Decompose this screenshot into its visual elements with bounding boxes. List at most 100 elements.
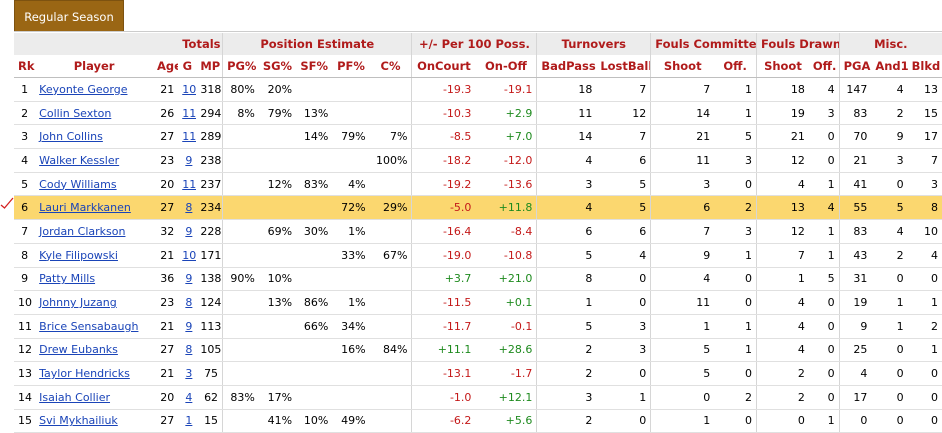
games-link[interactable]: 8 bbox=[185, 201, 193, 215]
games-link[interactable]: 11 bbox=[182, 130, 197, 144]
cell-fd_off: 1 bbox=[808, 219, 840, 244]
player-link[interactable]: Jordan Clarkson bbox=[39, 224, 126, 238]
cell-g: 11 bbox=[178, 172, 197, 197]
column-header-oncourt-10[interactable]: OnCourt bbox=[411, 55, 476, 78]
cell-pf: 1% bbox=[332, 290, 370, 315]
cell-onoff: -1.7 bbox=[475, 361, 537, 386]
player-link[interactable]: Johnny Juzang bbox=[39, 296, 117, 310]
player-link[interactable]: Collin Sexton bbox=[39, 106, 112, 120]
cell-player: Taylor Hendricks bbox=[35, 361, 154, 386]
column-header-off-15[interactable]: Off. bbox=[714, 55, 757, 78]
cell-age: 21 bbox=[153, 243, 179, 268]
cell-rk: 13 bbox=[14, 361, 36, 386]
player-link[interactable]: Taylor Hendricks bbox=[39, 367, 130, 381]
stats-table: Totals Position Estimate +/- Per 100 Pos… bbox=[14, 33, 942, 433]
games-link[interactable]: 10 bbox=[182, 82, 197, 96]
games-link[interactable]: 1 bbox=[185, 414, 193, 428]
cell-fc_off: 0 bbox=[714, 290, 757, 315]
cell-lostball: 5 bbox=[596, 172, 651, 197]
cell-lostball: 3 bbox=[596, 314, 651, 339]
games-link[interactable]: 10 bbox=[182, 248, 197, 262]
cell-oncourt: -18.2 bbox=[411, 148, 476, 173]
player-link[interactable]: Lauri Markkanen bbox=[39, 201, 131, 215]
column-header-g-3[interactable]: G bbox=[178, 55, 197, 78]
player-link[interactable]: Isaiah Collier bbox=[39, 390, 111, 404]
games-link[interactable]: 4 bbox=[185, 390, 193, 404]
games-link[interactable]: 9 bbox=[185, 272, 193, 286]
cell-badpass: 11 bbox=[536, 101, 597, 126]
cell-pf: 1% bbox=[332, 219, 370, 244]
player-link[interactable]: Keyonte George bbox=[39, 82, 128, 96]
player-link[interactable]: Brice Sensabaugh bbox=[39, 319, 139, 333]
player-link[interactable]: John Collins bbox=[39, 130, 103, 144]
column-header-on-off-11[interactable]: On-Off bbox=[475, 55, 537, 78]
player-link[interactable]: Svi Mykhailiuk bbox=[39, 414, 118, 428]
cell-sf bbox=[296, 361, 333, 386]
cell-onoff: -0.1 bbox=[475, 314, 537, 339]
cell-sg: 17% bbox=[258, 385, 297, 410]
cell-onoff: -12.0 bbox=[475, 148, 537, 173]
cell-fd_off: 0 bbox=[808, 148, 840, 173]
column-header-rk-0[interactable]: Rk bbox=[14, 55, 36, 78]
column-header-pg-5[interactable]: PG% bbox=[222, 55, 259, 78]
player-link[interactable]: Patty Mills bbox=[39, 272, 96, 286]
column-header-sg-6[interactable]: SG% bbox=[258, 55, 297, 78]
column-header-age-2[interactable]: Age bbox=[153, 55, 179, 78]
games-link[interactable]: 11 bbox=[182, 106, 197, 120]
column-header-c-9[interactable]: C% bbox=[369, 55, 412, 78]
player-link[interactable]: Cody Williams bbox=[39, 177, 117, 191]
cell-c: 84% bbox=[369, 338, 412, 363]
cell-age: 32 bbox=[153, 219, 179, 244]
games-link[interactable]: 3 bbox=[185, 367, 193, 381]
tab-regular-season[interactable]: Regular Season bbox=[14, 0, 124, 32]
cell-g: 9 bbox=[178, 314, 197, 339]
games-link[interactable]: 9 bbox=[185, 224, 193, 238]
cell-badpass: 14 bbox=[536, 124, 597, 150]
player-link[interactable]: Drew Eubanks bbox=[39, 343, 118, 357]
cell-lostball: 12 bbox=[596, 101, 651, 126]
games-link[interactable]: 9 bbox=[185, 319, 193, 333]
cell-player: Svi Mykhailiuk bbox=[35, 409, 154, 433]
player-link[interactable]: Walker Kessler bbox=[39, 153, 120, 167]
cell-pg: 8% bbox=[222, 101, 259, 126]
cell-g: 11 bbox=[178, 124, 197, 150]
games-link[interactable]: 8 bbox=[185, 343, 193, 357]
cell-fc_shoot: 5 bbox=[650, 338, 715, 363]
header-group-blank bbox=[14, 33, 179, 55]
cell-blkd: 15 bbox=[907, 101, 942, 126]
cell-player: Jordan Clarkson bbox=[35, 219, 154, 244]
column-header-pf-8[interactable]: PF% bbox=[332, 55, 370, 78]
column-header-player-1[interactable]: Player bbox=[35, 55, 154, 78]
cell-sf bbox=[296, 385, 333, 410]
table-row: 10 Johnny Juzang 23 8 124 13% 86% 1% -11.5 +0.1 1 0… bbox=[14, 290, 942, 315]
cell-pga: 9 bbox=[838, 314, 872, 339]
games-link[interactable]: 11 bbox=[182, 177, 197, 191]
cell-mp: 75 bbox=[196, 361, 223, 386]
cell-fc_off: 1 bbox=[714, 243, 757, 268]
column-header-off-17[interactable]: Off. bbox=[808, 55, 840, 78]
table-row: 14 Isaiah Collier 20 4 62 83% 17% -1.0 +12.1 3 1 0 2… bbox=[14, 385, 942, 410]
column-header-pga-18[interactable]: PGA bbox=[838, 55, 872, 78]
games-link[interactable]: 9 bbox=[185, 153, 193, 167]
column-header-lostball-13[interactable]: LostBall bbox=[596, 55, 651, 78]
cell-pg bbox=[222, 124, 259, 150]
cell-sf: 10% bbox=[296, 409, 333, 433]
column-header-shoot-14[interactable]: Shoot bbox=[650, 55, 715, 78]
cell-g: 10 bbox=[178, 77, 197, 102]
cell-and1: 5 bbox=[871, 195, 908, 221]
cell-fc_shoot: 0 bbox=[650, 385, 715, 410]
cell-pga: 41 bbox=[838, 172, 872, 197]
column-header-blkd-20[interactable]: Blkd bbox=[907, 55, 942, 78]
cell-pga: 83 bbox=[838, 101, 872, 126]
column-header-shoot-16[interactable]: Shoot bbox=[756, 55, 809, 78]
cell-fd_off: 1 bbox=[808, 243, 840, 268]
player-link[interactable]: Kyle Filipowski bbox=[39, 248, 118, 262]
cell-player: John Collins bbox=[35, 124, 154, 150]
cell-fc_shoot: 6 bbox=[650, 195, 715, 221]
column-header-badpass-12[interactable]: BadPass bbox=[536, 55, 597, 78]
column-header-mp-4[interactable]: MP bbox=[196, 55, 223, 78]
games-link[interactable]: 8 bbox=[185, 296, 193, 310]
column-header-sf-7[interactable]: SF% bbox=[296, 55, 333, 78]
column-header-and1-19[interactable]: And1 bbox=[871, 55, 908, 78]
cell-badpass: 2 bbox=[536, 361, 597, 386]
